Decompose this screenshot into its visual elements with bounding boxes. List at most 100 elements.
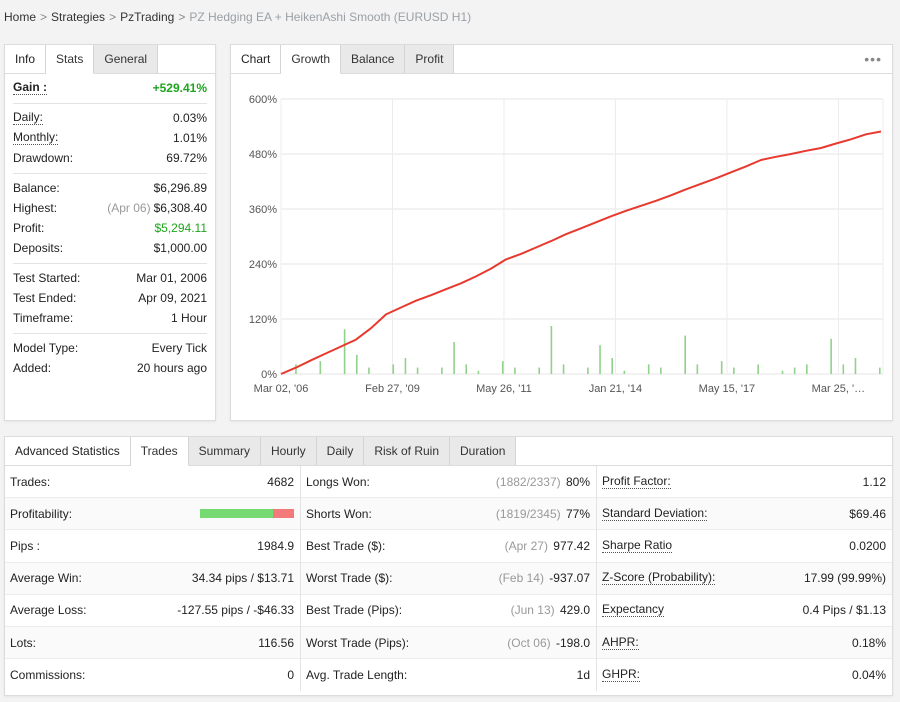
standard-deviation-label[interactable]: Standard Deviation: — [602, 505, 708, 521]
daily-label[interactable]: Daily: — [13, 110, 44, 125]
tab-balance[interactable]: Balance — [341, 45, 406, 73]
tab-advanced-statistics[interactable]: Advanced Statistics — [5, 437, 131, 465]
average-win-row: Average Win: 34.34 pips / $13.71 — [5, 562, 300, 595]
y-tick-label: 600% — [249, 94, 277, 106]
advanced-tabs: Advanced Statistics Trades Summary Hourl… — [5, 437, 892, 466]
sharpe-ratio-row: Sharpe Ratio 0.0200 — [597, 530, 892, 563]
volume-bar — [806, 364, 808, 374]
advanced-statistics-panel: Advanced Statistics Trades Summary Hourl… — [4, 436, 893, 696]
test-started-value: Mar 01, 2006 — [136, 271, 207, 285]
profit-row: Profit: $5,294.11 — [13, 218, 207, 238]
volume-bar — [842, 364, 845, 374]
y-tick-label: 360% — [249, 204, 277, 216]
average-loss-row: Average Loss: -127.55 pips / -$46.33 — [5, 595, 300, 627]
tab-general[interactable]: General — [94, 45, 159, 73]
tab-risk-of-ruin[interactable]: Risk of Ruin — [364, 437, 451, 465]
z-score-row: Z-Score (Probability): 17.99 (99.99%) — [597, 562, 892, 595]
breadcrumb-strategies-link[interactable]: Strategies — [51, 10, 106, 24]
volume-bar — [501, 361, 504, 374]
best-trade-pips-date: (Jun 13) — [510, 603, 555, 618]
x-tick-label: Mar 25, '… — [812, 383, 865, 395]
test-ended-row: Test Ended: Apr 09, 2021 — [13, 288, 207, 308]
best-trade-pips-label: Best Trade (Pips): — [306, 603, 403, 618]
x-tick-label: Mar 02, '06 — [254, 383, 309, 395]
avg-trade-length-value: 1d — [576, 668, 590, 683]
profit-label: Profit: — [13, 221, 45, 235]
shorts-won-row: Shorts Won: (1819/2345) 77% — [301, 498, 596, 531]
chart-tabs: Chart Growth Balance Profit — [231, 45, 892, 74]
volume-bar — [355, 354, 358, 374]
tab-daily[interactable]: Daily — [316, 437, 365, 465]
breadcrumb-current: PZ Hedging EA + HeikenAshi Smooth (EURUS… — [189, 10, 472, 24]
gain-label[interactable]: Gain : — [13, 80, 48, 95]
avg-trade-length-label: Avg. Trade Length: — [306, 668, 408, 683]
ghpr-label[interactable]: GHPR: — [602, 667, 641, 683]
tab-summary[interactable]: Summary — [188, 437, 261, 465]
best-trade-usd-row: Best Trade ($): (Apr 27) 977.42 — [301, 530, 596, 563]
balance-row: Balance: $6,296.89 — [13, 178, 207, 198]
gain-value: +529.41% — [152, 81, 207, 95]
volume-bar — [404, 358, 407, 374]
standard-deviation-row: Standard Deviation: $69.46 — [597, 498, 892, 531]
shorts-won-count: (1819/2345) — [495, 506, 561, 521]
highest-value: $6,308.40 — [153, 201, 207, 215]
ahpr-value: 0.18% — [851, 635, 886, 650]
stats-column-2: Longs Won: (1882/2337) 80% Shorts Won: (18… — [301, 466, 597, 692]
deposits-value: $1,000.00 — [153, 241, 207, 255]
z-score-label[interactable]: Z-Score (Probability): — [602, 570, 716, 586]
trades-label: Trades: — [10, 474, 51, 489]
average-loss-value: -127.55 pips / -$46.33 — [177, 603, 294, 618]
longs-won-count: (1882/2337) — [495, 474, 561, 489]
profit-factor-label[interactable]: Profit Factor: — [602, 473, 671, 489]
volume-bar — [660, 367, 662, 374]
average-win-value: 34.34 pips / $13.71 — [191, 571, 294, 586]
volume-bar — [392, 364, 395, 374]
breadcrumb-owner-link[interactable]: PzTrading — [120, 10, 175, 24]
drawdown-row: Drawdown: 69.72% — [13, 148, 207, 168]
breadcrumb-home-link[interactable]: Home — [4, 10, 37, 24]
volume-bar — [879, 367, 881, 374]
deposits-label: Deposits: — [13, 241, 64, 255]
longs-won-row: Longs Won: (1882/2337) 80% — [301, 466, 596, 499]
info-tabs: Info Stats General — [5, 45, 215, 74]
monthly-row: Monthly: 1.01% — [13, 128, 207, 148]
tab-chart[interactable]: Chart — [231, 45, 282, 73]
daily-row: Daily: 0.03% — [13, 108, 207, 128]
added-row: Added: 20 hours ago — [13, 358, 207, 378]
x-tick-label: Jan 21, '14 — [589, 383, 642, 395]
tab-info[interactable]: Info — [5, 45, 47, 73]
volume-bar — [441, 367, 443, 374]
sharpe-ratio-label[interactable]: Sharpe Ratio — [602, 537, 673, 553]
z-score-value: 17.99 (99.99%) — [803, 571, 886, 586]
worst-trade-pips-date: (Oct 06) — [507, 635, 551, 650]
profit-factor-value: 1.12 — [862, 474, 886, 489]
ahpr-label[interactable]: AHPR: — [602, 634, 639, 650]
tab-stats[interactable]: Stats — [46, 45, 95, 74]
volume-bar — [514, 367, 516, 374]
tab-hourly[interactable]: Hourly — [260, 437, 317, 465]
rates-group: Daily: 0.03% Monthly: 1.01% Drawdown: 69… — [13, 104, 207, 174]
y-tick-label: 480% — [249, 149, 277, 161]
best-trade-usd-value: 977.42 — [553, 538, 590, 553]
breadcrumb: Home > Strategies > PzTrading > PZ Hedging EA … — [4, 10, 471, 24]
best-trade-usd-label: Best Trade ($): — [306, 538, 386, 553]
tab-growth[interactable]: Growth — [281, 45, 342, 74]
growth-chart: 600% 480% 360% 240% 120% 0% Mar 02, '06 Feb 27,… — [249, 94, 884, 395]
test-started-label: Test Started: — [13, 271, 81, 285]
ghpr-value: 0.04% — [851, 668, 886, 683]
volume-bar — [538, 367, 541, 374]
expectancy-label[interactable]: Expectancy — [602, 602, 665, 618]
volume-bar — [781, 370, 784, 374]
tab-duration[interactable]: Duration — [450, 437, 517, 465]
lots-row: Lots: 116.56 — [5, 626, 300, 660]
breadcrumb-separator: > — [178, 10, 186, 24]
more-options-icon[interactable]: ••• — [864, 51, 882, 67]
monthly-label[interactable]: Monthly: — [13, 130, 59, 145]
tab-profit[interactable]: Profit — [405, 45, 455, 73]
average-win-label: Average Win: — [10, 571, 82, 586]
shorts-won-value: 77% — [565, 506, 590, 521]
worst-trade-usd-label: Worst Trade ($): — [306, 571, 393, 586]
tab-trades[interactable]: Trades — [130, 437, 189, 466]
longs-won-value: 80% — [565, 474, 590, 489]
volume-bar — [793, 367, 796, 374]
